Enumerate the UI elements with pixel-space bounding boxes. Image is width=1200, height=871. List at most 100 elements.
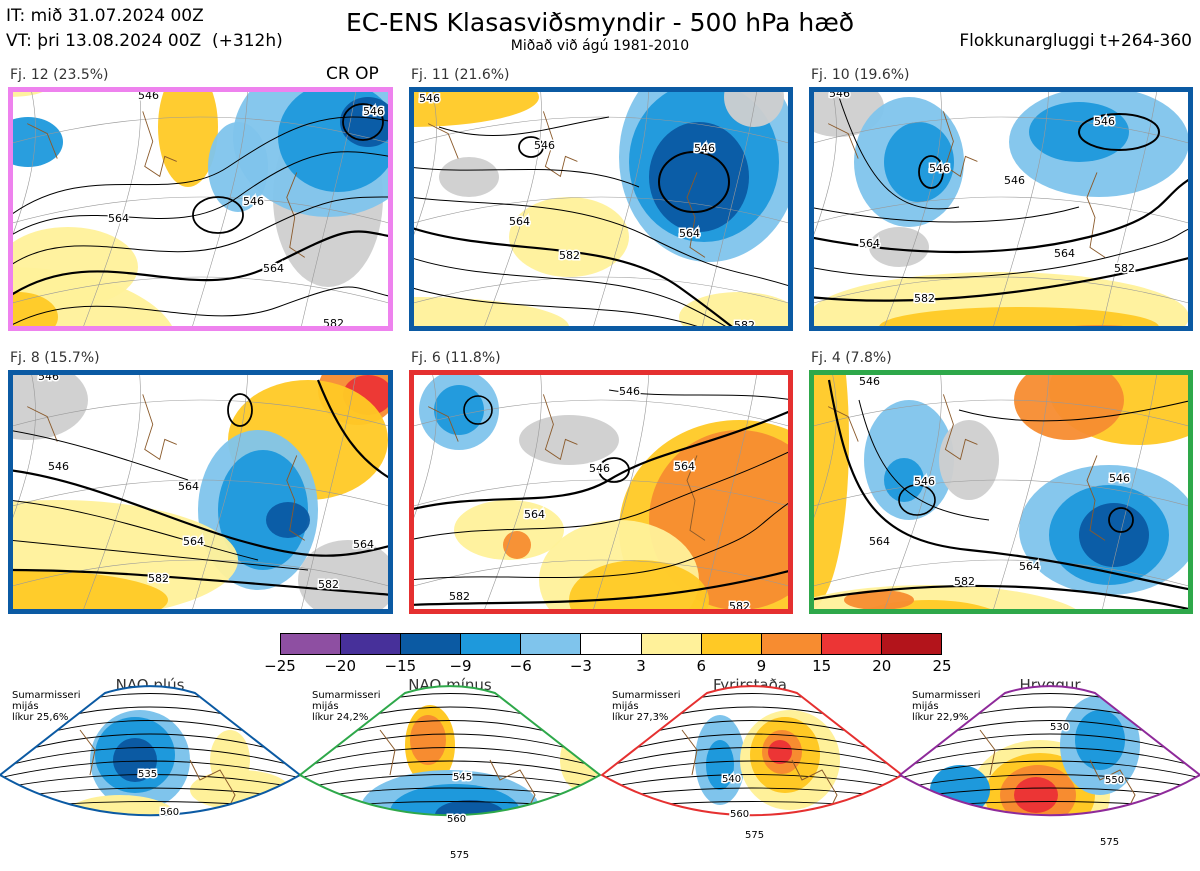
- contour-label: 564: [108, 212, 129, 225]
- anomaly-area: [1075, 325, 1123, 326]
- height-contour: [438, 116, 610, 137]
- anomaly-area: [884, 122, 954, 202]
- contour-label: 550: [1105, 775, 1124, 786]
- graticule-line: [1102, 375, 1157, 609]
- height-contour: [602, 733, 902, 761]
- graticule-line: [1102, 92, 1157, 326]
- cluster-label: Fj. 6 (11.8%): [411, 350, 501, 366]
- graticule-line: [814, 399, 1188, 427]
- contour-label: 545: [453, 772, 472, 783]
- coastline: [827, 111, 1106, 258]
- cluster-map-canvas: 546 546 546 546 564 564 582 582: [814, 92, 1188, 326]
- anomaly-area: [649, 122, 749, 232]
- anomaly-area: [435, 800, 505, 816]
- height-contour: [898, 484, 936, 516]
- anomaly-area: [208, 122, 268, 212]
- anomaly-area: [884, 458, 924, 502]
- contour-label: 582: [449, 590, 470, 603]
- regime-info: Sumarmisseri mijás líkur 25,6%: [12, 690, 81, 723]
- contour-label: 564: [859, 237, 880, 250]
- regime-marker-icon: [407, 693, 427, 713]
- contour-label: 546: [1004, 174, 1025, 187]
- anomaly-area: [1014, 375, 1124, 440]
- colorbar-swatch: [821, 634, 882, 654]
- anomaly-area: [13, 92, 43, 97]
- contour-label: 546: [48, 460, 69, 473]
- anomaly-colorbar: [280, 633, 942, 655]
- contour-label: 546: [243, 195, 264, 208]
- graticule-line: [414, 92, 437, 235]
- height-contour: [414, 167, 640, 188]
- contour-label: 564: [178, 480, 199, 493]
- graticule-line: [414, 116, 788, 144]
- graticule-line: [301, 92, 356, 326]
- anomaly-area: [930, 765, 990, 815]
- contour-label: 582: [323, 317, 344, 330]
- anomaly-area: [95, 717, 175, 793]
- colorbar-tick-label: −20: [324, 657, 356, 675]
- height-contour: [0, 747, 300, 771]
- regime-name: NAO mínus: [408, 676, 492, 694]
- colorbar-swatch: [461, 634, 522, 654]
- colorbar-tick-label: 3: [636, 657, 646, 675]
- height-contour: [900, 774, 1200, 791]
- cluster-label: Fj. 4 (7.8%): [811, 350, 892, 366]
- graticule-line: [814, 116, 1188, 144]
- colorbar-swatch: [281, 634, 342, 654]
- colorbar-swatch: [341, 634, 402, 654]
- contour-label: 546: [38, 375, 59, 383]
- contour-label: 560: [447, 814, 466, 825]
- anomaly-area: [740, 710, 840, 810]
- contour-label: 546: [619, 385, 640, 398]
- anomaly-area: [509, 197, 629, 277]
- contour-label: 546: [914, 475, 935, 488]
- colorbar-swatch: [881, 634, 942, 654]
- contour-label: 564: [869, 535, 890, 548]
- regime-info: Sumarmisseri mijás líkur 24,2%: [312, 690, 381, 723]
- anomaly-area: [762, 730, 802, 774]
- height-contour: [890, 829, 1200, 831]
- contour-label: 546: [859, 375, 880, 388]
- anomaly-area: [768, 740, 792, 764]
- graticule-line: [13, 399, 388, 427]
- regime-marker-icon: [473, 693, 493, 713]
- colorbar-swatch: [581, 634, 642, 654]
- height-contour: [0, 801, 300, 811]
- anomaly-area: [879, 307, 1159, 326]
- anomaly-area: [360, 770, 540, 816]
- anomaly-area: [869, 227, 929, 267]
- regime-marker-icon: [1073, 693, 1093, 713]
- cluster-tag: CR OP: [326, 64, 379, 84]
- contour-label: 546: [534, 139, 555, 152]
- coastline: [681, 729, 848, 816]
- height-contour: [827, 379, 1188, 591]
- anomaly-area: [1015, 849, 1045, 861]
- contour-label: 564: [674, 460, 695, 473]
- contour-label: 582: [729, 600, 750, 613]
- height-contour: [900, 801, 1200, 811]
- contour-label: 546: [929, 162, 950, 175]
- colorbar-tick-label: 25: [932, 657, 952, 675]
- graticule-line: [414, 559, 788, 587]
- height-contour: [13, 230, 388, 296]
- height-contour: [602, 787, 902, 801]
- regime-name: Fyrirstaða: [713, 676, 787, 694]
- anomaly-area: [13, 375, 88, 440]
- regime-marker-icon: [173, 693, 193, 713]
- height-contour: [900, 733, 1200, 761]
- classification-window: Flokkunargluggi t+264-360: [959, 31, 1192, 51]
- contour-label: 564: [1019, 560, 1040, 573]
- contour-label: 560: [160, 807, 179, 818]
- height-contour: [13, 116, 388, 215]
- height-contour: [838, 96, 960, 210]
- height-contour: [658, 151, 731, 213]
- anomaly-area: [695, 715, 745, 805]
- graticule-line: [192, 92, 248, 326]
- colorbar-tick-label: −15: [384, 657, 417, 675]
- graticule-line: [192, 375, 248, 609]
- graticule-line: [814, 92, 837, 235]
- graticule-line: [484, 92, 542, 326]
- contour-label: 546: [363, 105, 384, 118]
- graticule-line: [13, 375, 36, 518]
- cluster-map-12: 546 546 564 564 546 582: [8, 87, 393, 331]
